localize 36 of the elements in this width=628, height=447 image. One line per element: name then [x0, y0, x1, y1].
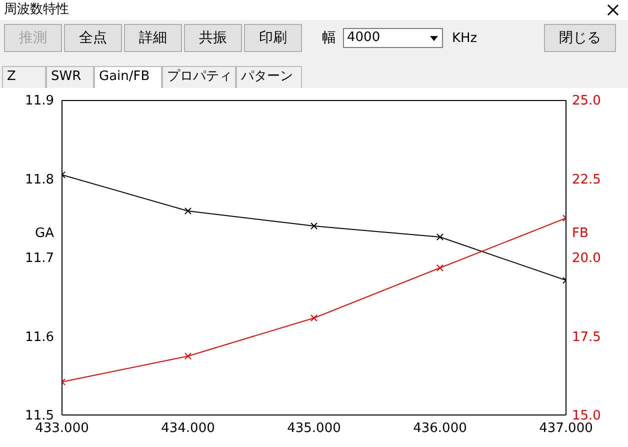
x-tick-label: 436.000 [413, 421, 467, 436]
text: KHz [452, 31, 478, 46]
x-tick-label: 437.000 [539, 421, 593, 436]
button: 共振 [184, 24, 242, 52]
close-button: 閉じる [544, 24, 616, 52]
point [310, 314, 318, 322]
tab: パターン [236, 66, 302, 88]
point [436, 234, 444, 241]
button: 推測 [4, 24, 62, 52]
button: 全点 [64, 24, 122, 52]
tab: プロパティ [162, 66, 236, 88]
y2-tick-label: 17.5 [572, 330, 601, 345]
point [184, 208, 192, 215]
y-tick-label: 11.8 [25, 172, 54, 188]
point [184, 352, 192, 360]
x-tick-label: 433.000 [35, 421, 89, 436]
point [310, 222, 318, 230]
width-field: 4000 [343, 28, 443, 48]
y-tick-label: 11.9 [25, 94, 54, 109]
tab: SWR [46, 66, 94, 88]
x-tick-label: 435.000 [287, 421, 341, 436]
y-tick-label: 11.6 [25, 330, 54, 345]
y2-tick-label: 20.0 [572, 251, 601, 266]
y-tick-label: 11.7 [25, 251, 54, 266]
button: 印刷 [244, 24, 302, 52]
chart-title: 周波数特性 [0, 0, 628, 22]
tab: Gain/FB [94, 66, 162, 88]
button: 詳細 [124, 24, 182, 52]
y2-tick-label: 22.5 [572, 172, 601, 188]
tab: Z [2, 66, 46, 88]
y-axis-title: GA [35, 226, 54, 242]
x-tick-label: 434.000 [161, 421, 215, 436]
text: 幅 [322, 29, 336, 47]
y2-tick-label: 25.0 [572, 94, 601, 109]
point [436, 264, 444, 272]
y2-axis-title: FB [572, 226, 588, 242]
